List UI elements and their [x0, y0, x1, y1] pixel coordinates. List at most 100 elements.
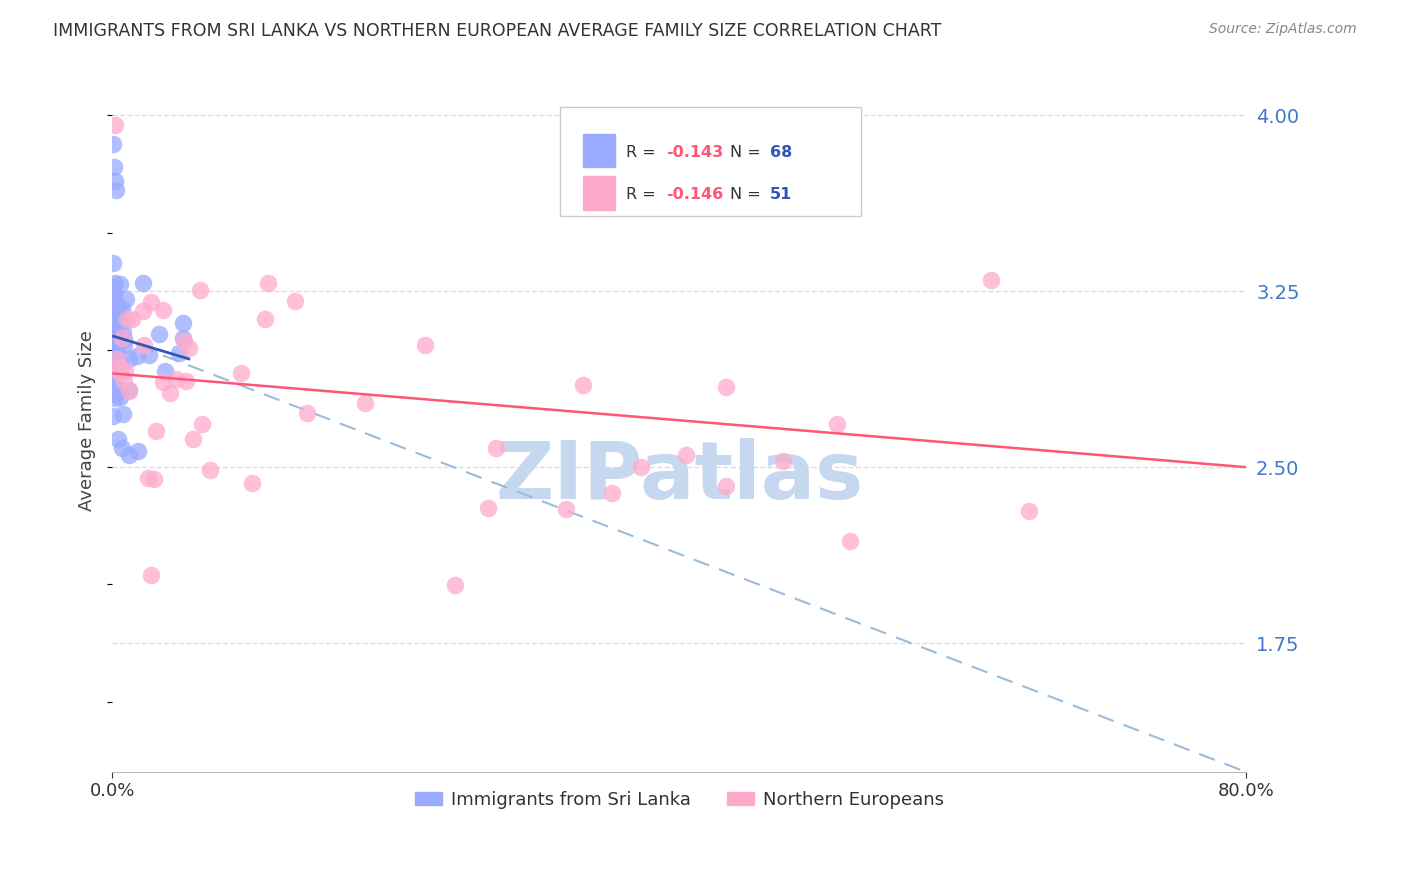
- Point: [110, 301, 132, 316]
- Point: [103, 288, 125, 302]
- Point: [630, 459, 652, 474]
- Point: [103, 339, 125, 353]
- Point: [117, 311, 139, 326]
- Point: [181, 432, 204, 446]
- Point: [101, 325, 124, 339]
- Text: ZIPatlas: ZIPatlas: [495, 438, 863, 516]
- Point: [101, 351, 124, 365]
- Point: [101, 409, 124, 424]
- Point: [141, 294, 163, 309]
- Point: [118, 449, 141, 463]
- Point: [117, 352, 139, 367]
- Point: [104, 276, 127, 290]
- Point: [103, 354, 125, 368]
- Point: [112, 375, 135, 389]
- Point: [413, 338, 436, 352]
- Point: [136, 471, 159, 485]
- Point: [101, 328, 124, 343]
- Text: R =: R =: [626, 145, 661, 160]
- Point: [188, 283, 211, 297]
- Point: [103, 344, 125, 359]
- Point: [101, 331, 124, 345]
- Point: [105, 351, 128, 366]
- Point: [103, 334, 125, 348]
- Point: [101, 317, 124, 331]
- Point: [142, 472, 165, 486]
- Text: Source: ZipAtlas.com: Source: ZipAtlas.com: [1209, 22, 1357, 37]
- Point: [443, 578, 465, 592]
- Point: [104, 174, 127, 188]
- Point: [254, 312, 277, 326]
- Point: [101, 286, 124, 301]
- Point: [103, 343, 125, 358]
- Point: [132, 338, 155, 352]
- Point: [177, 341, 200, 355]
- Point: [101, 309, 124, 323]
- Point: [104, 184, 127, 198]
- Point: [477, 500, 499, 515]
- Point: [108, 359, 131, 374]
- Point: [103, 327, 125, 342]
- Point: [103, 160, 125, 174]
- Point: [485, 442, 508, 456]
- Point: [825, 417, 848, 431]
- Point: [110, 315, 132, 329]
- Point: [172, 316, 194, 330]
- Point: [107, 432, 129, 446]
- Point: [600, 486, 623, 500]
- Point: [256, 277, 278, 291]
- Point: [101, 279, 124, 293]
- Point: [103, 354, 125, 368]
- Point: [112, 407, 135, 421]
- Point: [127, 443, 149, 458]
- Point: [104, 343, 127, 357]
- Point: [139, 568, 162, 582]
- Point: [108, 366, 131, 380]
- Point: [675, 448, 697, 462]
- Point: [105, 299, 128, 313]
- Text: 68: 68: [770, 145, 793, 160]
- Point: [159, 386, 181, 401]
- Point: [101, 281, 124, 295]
- Point: [167, 346, 190, 360]
- Point: [110, 306, 132, 320]
- Point: [115, 292, 138, 306]
- Point: [716, 479, 738, 493]
- Text: N =: N =: [730, 145, 766, 160]
- Point: [131, 277, 153, 291]
- Point: [118, 384, 141, 398]
- Point: [176, 374, 198, 388]
- Point: [101, 339, 124, 353]
- Point: [111, 330, 134, 344]
- Point: [839, 533, 862, 548]
- Point: [103, 336, 125, 351]
- Text: -0.146: -0.146: [665, 187, 723, 202]
- Point: [121, 312, 143, 326]
- Point: [111, 442, 134, 456]
- Point: [103, 351, 125, 366]
- Point: [295, 406, 318, 420]
- Point: [152, 303, 174, 318]
- Point: [105, 338, 128, 352]
- Point: [101, 255, 124, 269]
- Point: [108, 355, 131, 369]
- Point: [101, 377, 124, 392]
- Text: IMMIGRANTS FROM SRI LANKA VS NORTHERN EUROPEAN AVERAGE FAMILY SIZE CORRELATION C: IMMIGRANTS FROM SRI LANKA VS NORTHERN EU…: [53, 22, 942, 40]
- Point: [101, 336, 124, 351]
- Point: [714, 380, 737, 394]
- FancyBboxPatch shape: [583, 177, 614, 211]
- Point: [772, 454, 794, 468]
- Point: [125, 349, 148, 363]
- Point: [118, 384, 141, 398]
- Point: [165, 372, 187, 386]
- Point: [980, 272, 1002, 286]
- Point: [145, 425, 167, 439]
- Point: [173, 334, 195, 348]
- Legend: Immigrants from Sri Lanka, Northern Europeans: Immigrants from Sri Lanka, Northern Euro…: [408, 783, 950, 816]
- Text: 51: 51: [770, 187, 793, 202]
- Point: [112, 325, 135, 339]
- Point: [229, 366, 252, 380]
- FancyBboxPatch shape: [583, 134, 614, 168]
- Point: [104, 301, 127, 315]
- Point: [104, 386, 127, 401]
